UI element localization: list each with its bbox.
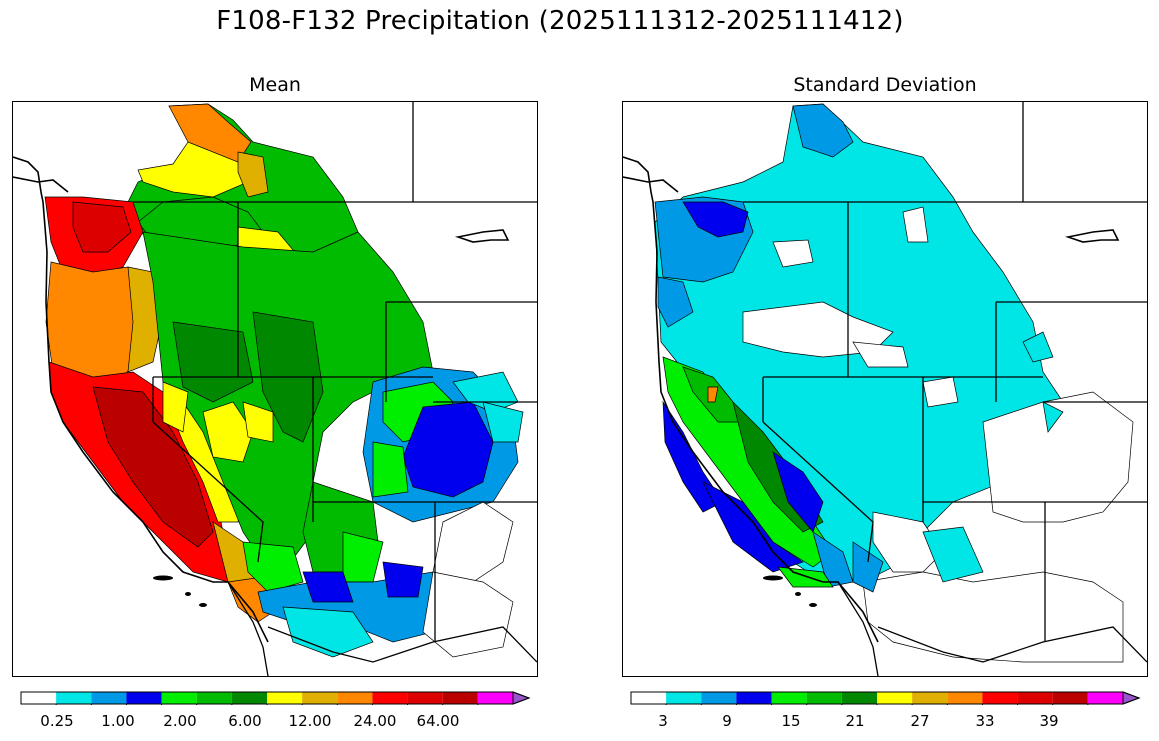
mean-tick-label: 0.25 xyxy=(40,712,74,730)
panel-title-stddev: Standard Deviation xyxy=(793,74,977,96)
colorbar-cell xyxy=(666,692,702,704)
colorbar-cell xyxy=(91,692,127,704)
colorbar-cell xyxy=(56,692,92,704)
mean-colorbar xyxy=(20,690,532,707)
colorbar-cell xyxy=(477,692,513,704)
figure-title: F108-F132 Precipitation (2025111312-2025… xyxy=(216,6,904,36)
colorbar-cell xyxy=(947,692,983,704)
colorbar-cell xyxy=(1087,692,1123,704)
stddev-tick-label: 39 xyxy=(1039,712,1059,730)
stddev-tick-label: 9 xyxy=(722,712,732,730)
stddev-colorbar xyxy=(630,690,1142,707)
colorbar-cell xyxy=(1017,692,1053,704)
colorbar-extend-arrow xyxy=(1122,691,1141,705)
colorbar-cell xyxy=(912,692,948,704)
colorbar-cell xyxy=(21,692,57,704)
mean-colorbar-ticks: 0.25 1.00 2.00 6.00 12.00 24.00 64.00 xyxy=(20,712,532,732)
stddev-tick-label: 33 xyxy=(975,712,995,730)
mean-tick-label: 6.00 xyxy=(228,712,262,730)
stddev-tick-label: 21 xyxy=(845,712,865,730)
colorbar-cell xyxy=(771,692,807,704)
mean-tick-label: 64.00 xyxy=(416,712,460,730)
stddev-colorbar-ticks: 3 9 15 21 27 33 39 xyxy=(630,712,1142,732)
colorbar-cell xyxy=(372,692,408,704)
mean-tick-label: 1.00 xyxy=(101,712,135,730)
colorbar-extend-arrow xyxy=(512,691,531,705)
colorbar-cell xyxy=(982,692,1018,704)
colorbar-cell xyxy=(407,692,443,704)
colorbar-cell xyxy=(126,692,162,704)
colorbar-cell xyxy=(337,692,373,704)
colorbar-cell xyxy=(231,692,267,704)
mean-map-canvas xyxy=(13,102,537,676)
stddev-tick-label: 27 xyxy=(910,712,930,730)
stddev-colorbar-bar xyxy=(630,691,1141,707)
mean-tick-label: 2.00 xyxy=(163,712,197,730)
stddev-tick-label: 3 xyxy=(658,712,668,730)
colorbar-outline xyxy=(20,691,531,705)
stddev-map-canvas xyxy=(623,102,1147,676)
mean-map xyxy=(12,101,538,677)
colorbar-cell xyxy=(806,692,842,704)
colorbar-cell xyxy=(161,692,197,704)
colorbar-cell xyxy=(736,692,772,704)
mean-tick-label: 12.00 xyxy=(288,712,332,730)
colorbar-cell xyxy=(302,692,338,704)
stddev-tick-label: 15 xyxy=(781,712,801,730)
colorbar-cell xyxy=(1052,692,1088,704)
colorbar-cell xyxy=(196,692,232,704)
colorbar-cell xyxy=(267,692,303,704)
colorbar-cell xyxy=(701,692,737,704)
stddev-map xyxy=(622,101,1148,677)
mean-colorbar-bar xyxy=(20,691,531,707)
colorbar-cell xyxy=(877,692,913,704)
mean-tick-label: 24.00 xyxy=(353,712,397,730)
panel-title-mean: Mean xyxy=(249,74,301,96)
colorbar-cell xyxy=(631,692,667,704)
colorbar-cell xyxy=(442,692,478,704)
colorbar-outline xyxy=(630,691,1141,705)
colorbar-cell xyxy=(841,692,877,704)
